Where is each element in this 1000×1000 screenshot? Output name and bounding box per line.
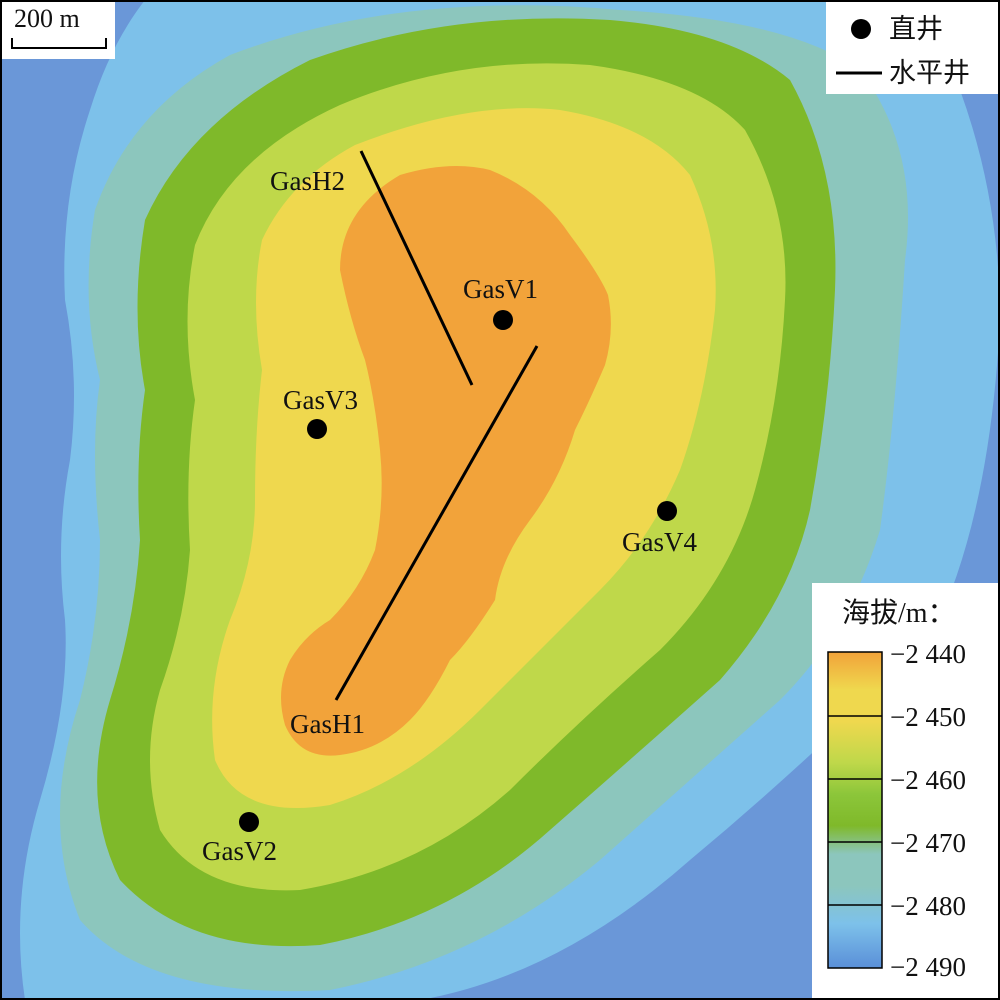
elevation-tick-2490: −2 490: [890, 952, 966, 982]
elevation-tick-2440: −2 440: [890, 639, 966, 669]
scale-bar: 200 m: [2, 2, 115, 59]
vertical-well-gasv3-marker: [307, 419, 327, 439]
scale-bar-label: 200 m: [14, 4, 80, 33]
horizontal-well-legend-label: 水平井: [889, 58, 970, 88]
label-gash2: GasH2: [270, 166, 345, 196]
elevation-color-ramp: [827, 651, 883, 969]
label-gasv2: GasV2: [202, 836, 277, 866]
elevation-tick-2460: −2 460: [890, 765, 966, 795]
vertical-well-gasv2-marker: [239, 812, 259, 832]
elevation-legend-title: 海拔/m：: [842, 597, 956, 629]
label-gash1: GasH1: [290, 709, 365, 739]
vertical-well-gasv1-marker: [493, 310, 513, 330]
label-gasv1: GasV1: [463, 274, 538, 304]
horizontal-well-gash1: [334, 345, 539, 701]
elevation-legend: 海拔/m： −2 440 −2 450 −2 460 −2 470 −2 480…: [812, 583, 998, 998]
elevation-tick-2450: −2 450: [890, 702, 966, 732]
elevation-tick-2470: −2 470: [890, 828, 966, 858]
elevation-tick-2480: −2 480: [890, 891, 966, 921]
vertical-well-gasv4-marker: [657, 501, 677, 521]
horizontal-well-gash2: [359, 150, 474, 386]
band-lt-2440: [281, 166, 611, 756]
label-gasv4: GasV4: [622, 527, 697, 557]
label-gasv3: GasV3: [283, 385, 358, 415]
well-legend: 直井 水平井: [826, 2, 998, 94]
vertical-well-legend-marker: [851, 19, 871, 39]
vertical-well-legend-label: 直井: [889, 14, 943, 44]
